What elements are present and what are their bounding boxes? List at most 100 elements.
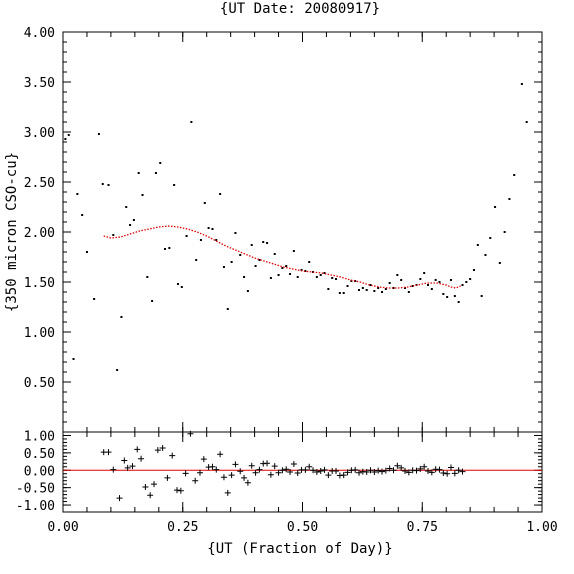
data-point (146, 276, 149, 278)
data-point (250, 244, 253, 246)
residual-point (398, 464, 405, 471)
residual-point (447, 464, 454, 471)
residual-point (159, 445, 166, 451)
fit-curve-group (103, 225, 461, 289)
data-point (72, 358, 75, 360)
data-point (407, 291, 410, 293)
data-point (426, 284, 429, 286)
data-point (300, 269, 303, 271)
fit-curve (103, 225, 461, 289)
data-point (246, 290, 249, 292)
residual-point (390, 467, 397, 474)
data-point (97, 133, 100, 135)
x-tick-label: 0.50 (287, 520, 318, 535)
data-point (243, 276, 246, 278)
data-point (423, 272, 426, 274)
data-point (434, 279, 437, 281)
residual-point (264, 460, 271, 467)
residual-point (405, 469, 412, 476)
residual-point (421, 463, 428, 470)
data-point (125, 206, 128, 208)
residual-point (344, 469, 351, 476)
data-point (465, 281, 468, 283)
residual-point (413, 467, 420, 474)
data-point (281, 267, 284, 269)
main-y-tick-label: 4.00 (24, 26, 55, 41)
data-point (489, 237, 492, 239)
data-point (151, 300, 154, 302)
data-point (199, 239, 202, 241)
residual-point (436, 466, 443, 473)
residual-point (340, 472, 347, 479)
data-point (365, 289, 368, 291)
main-y-tick-label: 0.50 (24, 376, 55, 391)
residual-point (124, 464, 131, 471)
data-point (472, 269, 475, 271)
data-point (498, 262, 501, 264)
residual-point (279, 467, 286, 474)
data-point (323, 272, 326, 274)
data-point (289, 273, 292, 275)
residual-point (382, 467, 389, 474)
data-point (513, 174, 516, 176)
residual-point (192, 477, 199, 484)
residual-point (228, 472, 235, 479)
x-tick-label: 1.00 (526, 520, 557, 535)
data-point (195, 259, 198, 261)
data-point (190, 121, 193, 123)
main-y-tick-label: 2.00 (24, 226, 55, 241)
data-point (461, 284, 464, 286)
residual-point (187, 430, 194, 437)
residual-point (371, 469, 378, 475)
main-y-ticks: 0.50 1.00 1.50 2.00 2.50 3.00 3.50 4.00 (24, 26, 542, 433)
residual-point (147, 492, 154, 499)
data-point (494, 206, 497, 208)
data-point (266, 242, 269, 244)
data-point (446, 296, 449, 298)
data-point (342, 292, 345, 294)
residual-point (417, 465, 424, 472)
residual-point (313, 469, 320, 475)
data-point (361, 287, 364, 289)
data-point (137, 172, 140, 174)
residual-point (356, 469, 363, 476)
residual-point (283, 466, 290, 473)
data-point (411, 285, 414, 287)
data-point (120, 316, 123, 318)
residual-point (241, 474, 248, 481)
residual-point (154, 447, 161, 454)
residual-point (244, 479, 251, 486)
residual-point (302, 466, 309, 473)
data-point (469, 278, 472, 280)
residual-point (386, 465, 393, 472)
x-tick-label: 0.00 (47, 520, 78, 535)
data-point (185, 235, 188, 237)
residuals-y-tick-label: 0.00 (24, 464, 55, 479)
chart-title: {UT Date: 20080917} (220, 1, 380, 17)
residual-point (138, 455, 145, 462)
data-point (81, 214, 84, 216)
data-point (215, 239, 218, 241)
data-point (346, 285, 349, 287)
data-point (419, 278, 422, 280)
data-point (222, 266, 225, 268)
data-point (141, 194, 144, 196)
residual-point (451, 470, 458, 477)
main-y-tick-label: 2.50 (24, 176, 55, 191)
residual-point (224, 489, 231, 496)
data-point (296, 276, 299, 278)
data-point (396, 274, 399, 276)
residual-point (379, 468, 386, 475)
main-panel: 0.50 1.00 1.50 2.00 2.50 3.00 3.50 4.00 {350 mi… (4, 26, 543, 433)
residual-point (182, 470, 189, 477)
data-point (154, 172, 157, 174)
data-point (384, 288, 387, 290)
data-point (457, 301, 460, 303)
residual-point (237, 468, 244, 475)
data-point (173, 184, 176, 186)
data-point (203, 202, 206, 204)
residuals-plot-frame (62, 431, 543, 513)
residual-point (142, 483, 149, 490)
